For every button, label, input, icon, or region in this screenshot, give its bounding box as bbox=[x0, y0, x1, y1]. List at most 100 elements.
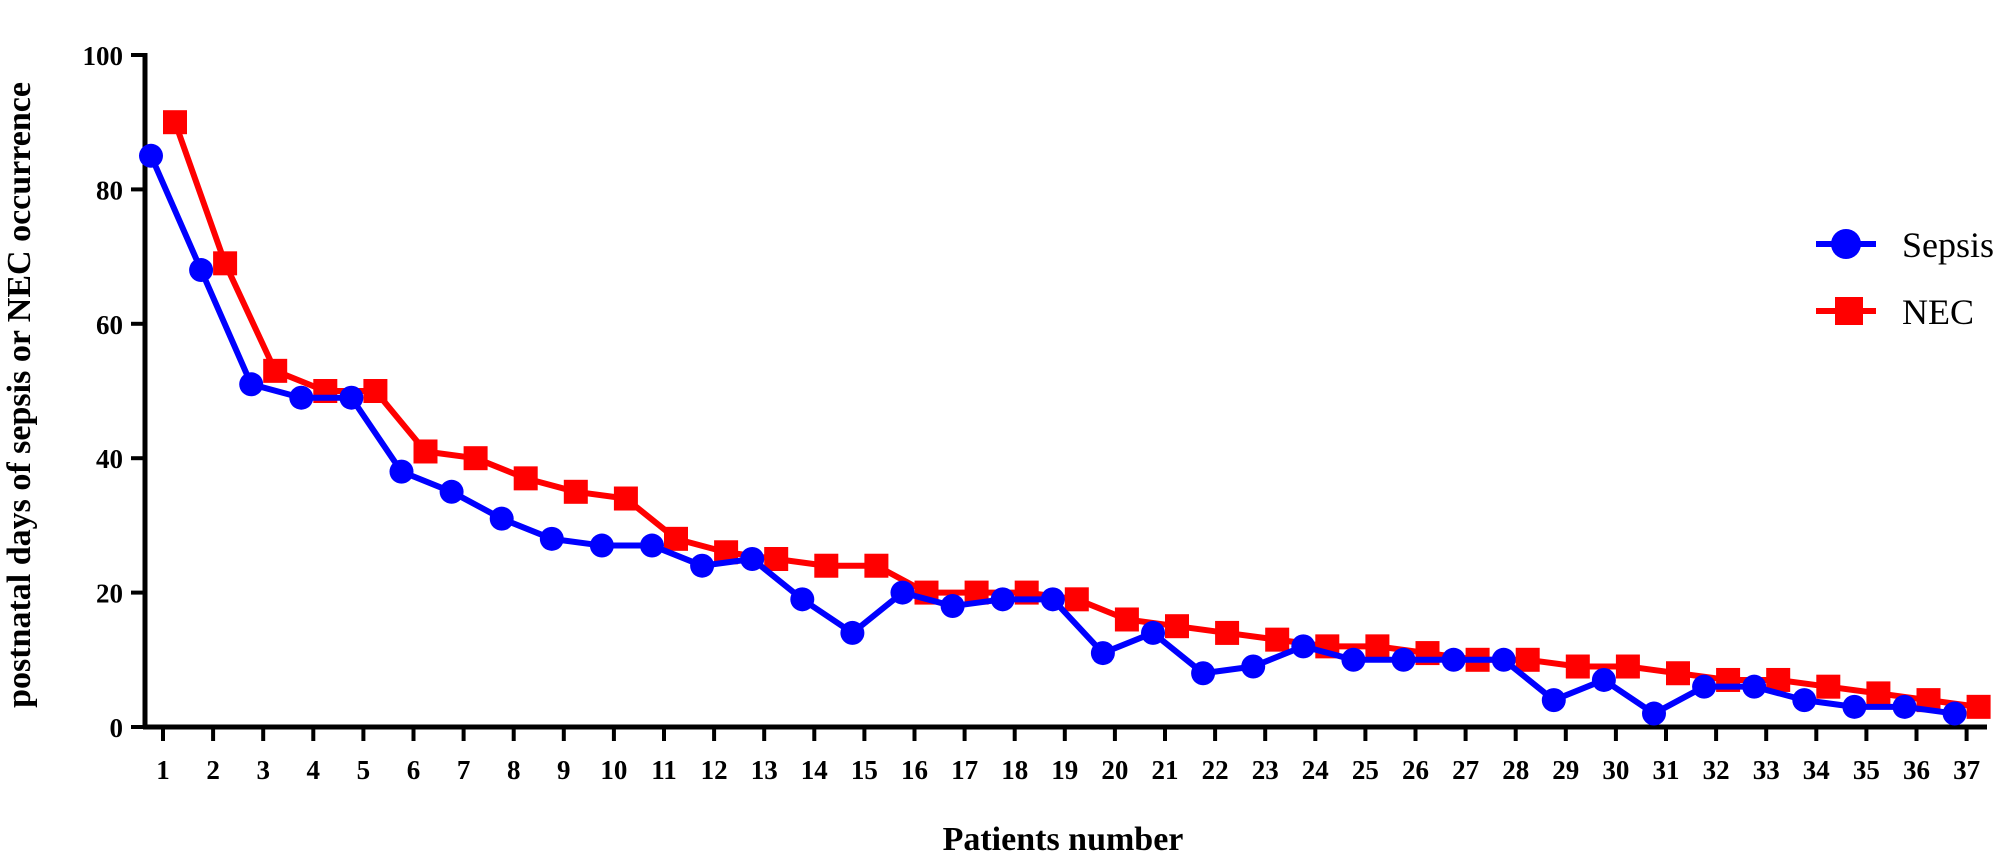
series-line-nec bbox=[172, 121, 1979, 710]
legend-label: Sepsis bbox=[1902, 225, 1994, 265]
y-tick-label: 60 bbox=[96, 310, 123, 340]
x-tick-label: 21 bbox=[1152, 755, 1179, 785]
x-tick-label: 7 bbox=[457, 755, 471, 785]
data-point-nec bbox=[1064, 587, 1089, 612]
data-point-sepsis bbox=[890, 580, 915, 605]
y-axis-title: postnatal days of sepsis or NEC occurren… bbox=[1, 82, 38, 708]
x-tick-label: 33 bbox=[1753, 755, 1780, 785]
x-tick-label: 24 bbox=[1302, 755, 1329, 785]
data-point-nec bbox=[1866, 681, 1891, 706]
x-tick-label: 14 bbox=[801, 755, 828, 785]
x-tick-label: 1 bbox=[156, 755, 170, 785]
data-point-sepsis bbox=[940, 594, 965, 619]
x-tick-label: 36 bbox=[1903, 755, 1930, 785]
x-ticks: 1 2 3 4 5 6 7 8 9 10 11 12 13 14 15 16 17 18 19 20 21 22 23 24 2… bbox=[156, 727, 1980, 785]
x-tick-label: 2 bbox=[206, 755, 220, 785]
data-point-nec bbox=[1816, 674, 1841, 699]
y-ticks: 0 20 40 60 80 100 bbox=[83, 41, 145, 743]
x-tick-label: 31 bbox=[1653, 755, 1680, 785]
x-tick-label: 9 bbox=[557, 755, 571, 785]
x-tick-label: 25 bbox=[1352, 755, 1379, 785]
data-point-nec bbox=[1565, 654, 1590, 679]
data-point-nec bbox=[1365, 634, 1390, 659]
y-tick-label: 40 bbox=[96, 444, 123, 474]
data-point-nec bbox=[864, 553, 889, 578]
data-point-nec bbox=[1265, 627, 1290, 652]
data-point-sepsis bbox=[1191, 661, 1216, 686]
data-point-nec bbox=[463, 446, 488, 471]
data-point-sepsis bbox=[389, 459, 414, 484]
x-tick-label: 16 bbox=[901, 755, 928, 785]
x-tick-label: 5 bbox=[357, 755, 371, 785]
data-point-sepsis bbox=[1241, 654, 1266, 679]
x-tick-label: 37 bbox=[1953, 755, 1980, 785]
legend-label: NEC bbox=[1902, 292, 1974, 332]
data-point-sepsis bbox=[1341, 647, 1366, 672]
y-tick-label: 20 bbox=[96, 579, 123, 609]
data-point-nec bbox=[814, 553, 839, 578]
data-point-sepsis bbox=[1842, 694, 1867, 719]
x-tick-label: 34 bbox=[1803, 755, 1830, 785]
x-tick-label: 26 bbox=[1402, 755, 1429, 785]
legend: Sepsis NEC bbox=[1816, 225, 1994, 332]
x-tick-label: 35 bbox=[1853, 755, 1880, 785]
data-point-sepsis bbox=[189, 258, 214, 283]
x-tick-label: 3 bbox=[256, 755, 270, 785]
data-point-sepsis bbox=[640, 533, 664, 558]
data-point-sepsis bbox=[1692, 674, 1717, 699]
data-point-nec bbox=[213, 251, 238, 276]
x-tick-label: 11 bbox=[651, 755, 677, 785]
data-point-sepsis bbox=[1541, 688, 1566, 713]
data-point-sepsis bbox=[1591, 667, 1616, 692]
legend-marker-square bbox=[1835, 297, 1863, 325]
x-tick-label: 8 bbox=[507, 755, 521, 785]
data-point-sepsis bbox=[239, 372, 264, 397]
data-point-sepsis bbox=[289, 385, 314, 410]
x-tick-label: 22 bbox=[1202, 755, 1229, 785]
data-point-sepsis bbox=[840, 620, 865, 645]
x-tick-label: 27 bbox=[1452, 755, 1479, 785]
data-point-sepsis bbox=[1291, 634, 1316, 659]
data-point-nec bbox=[664, 526, 688, 551]
data-point-sepsis bbox=[539, 526, 564, 551]
legend-marker-circle bbox=[1831, 229, 1861, 259]
data-point-nec bbox=[263, 358, 288, 383]
data-point-sepsis bbox=[1391, 647, 1416, 672]
y-tick-label: 0 bbox=[110, 713, 124, 743]
x-tick-label: 4 bbox=[307, 755, 321, 785]
x-tick-label: 18 bbox=[1001, 755, 1028, 785]
data-point-nec bbox=[513, 466, 538, 491]
x-tick-label: 19 bbox=[1051, 755, 1078, 785]
data-point-nec bbox=[1515, 647, 1540, 672]
x-tick-label: 30 bbox=[1602, 755, 1629, 785]
data-point-sepsis bbox=[1742, 674, 1767, 699]
data-point-sepsis bbox=[339, 385, 364, 410]
data-point-sepsis bbox=[790, 587, 815, 612]
x-axis-title: Patients number bbox=[943, 821, 1184, 855]
series-layer bbox=[139, 110, 1991, 726]
data-point-nec bbox=[1114, 607, 1139, 632]
x-tick-label: 13 bbox=[751, 755, 778, 785]
x-tick-label: 32 bbox=[1703, 755, 1730, 785]
data-point-nec bbox=[363, 379, 388, 403]
data-point-nec bbox=[1215, 620, 1240, 645]
x-tick-label: 29 bbox=[1552, 755, 1579, 785]
data-point-nec bbox=[1666, 661, 1690, 686]
data-point-nec bbox=[563, 479, 588, 504]
data-point-nec bbox=[413, 439, 438, 464]
data-point-sepsis bbox=[1642, 701, 1666, 726]
x-tick-label: 17 bbox=[951, 755, 978, 785]
x-tick-label: 15 bbox=[851, 755, 878, 785]
data-point-sepsis bbox=[589, 533, 614, 558]
x-tick-label: 28 bbox=[1502, 755, 1529, 785]
y-tick-label: 80 bbox=[96, 175, 123, 205]
y-tick-label: 100 bbox=[83, 41, 124, 71]
data-point-nec bbox=[1615, 654, 1640, 679]
data-point-nec bbox=[764, 547, 789, 571]
x-tick-label: 23 bbox=[1252, 755, 1279, 785]
data-point-nec bbox=[1966, 694, 1991, 719]
data-point-sepsis bbox=[1441, 647, 1466, 672]
data-point-nec bbox=[1165, 614, 1189, 639]
x-tick-label: 6 bbox=[407, 755, 421, 785]
